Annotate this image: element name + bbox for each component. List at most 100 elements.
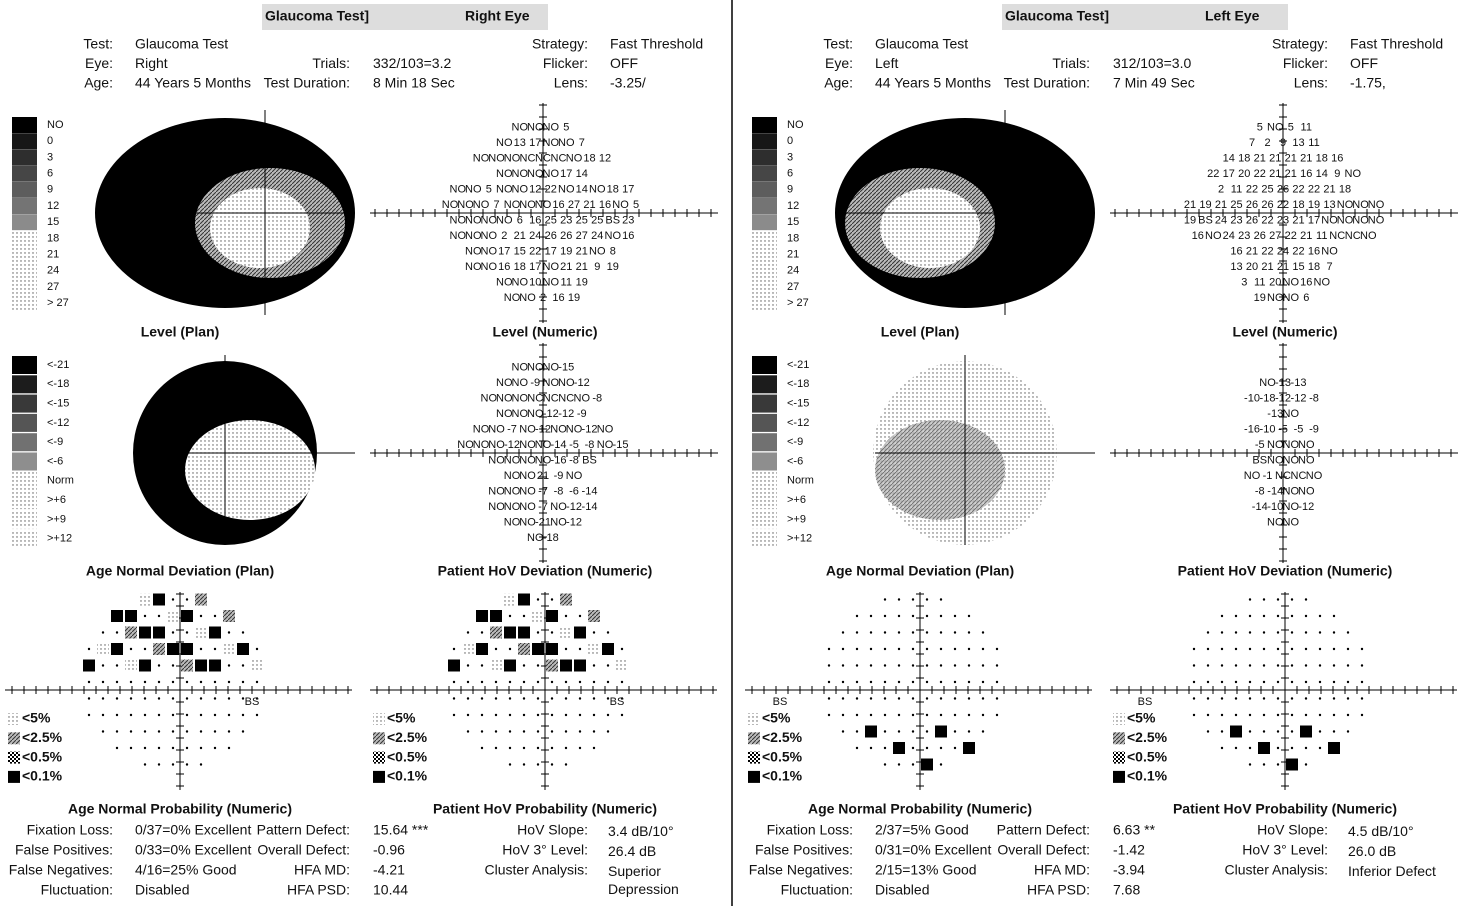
probability-dot [1276, 664, 1280, 667]
probability-dot [967, 713, 971, 717]
probability-dot [522, 614, 526, 618]
numeric-value: NO [488, 455, 505, 467]
legend-label: > 27 [47, 297, 69, 309]
probability-symbol [462, 643, 474, 655]
probability-dot [143, 614, 147, 618]
probability-dot [855, 697, 859, 700]
plot-caption: Level (Plan) [141, 324, 220, 340]
probability-symbol [1230, 725, 1242, 738]
probability-dot [606, 713, 610, 717]
probability-dot [1304, 713, 1308, 717]
legend-label: >+6 [787, 494, 806, 506]
numeric-value: 20 [1269, 277, 1281, 289]
probability-dot [911, 697, 915, 700]
probability-dot [1206, 730, 1210, 733]
probability-dot [1220, 730, 1224, 733]
probability-dot [213, 730, 217, 733]
header-box [1002, 4, 1288, 30]
probability-dot [1220, 697, 1224, 700]
numeric-value: NO [504, 455, 521, 467]
legend-label: 12 [47, 200, 59, 212]
probability-dot [925, 598, 929, 601]
numeric-value: 11 [561, 277, 572, 289]
info-label: Test: [83, 36, 113, 52]
info-label: Flicker: [1283, 55, 1328, 71]
legend-swatch [12, 149, 37, 166]
numeric-value: -12 [1275, 393, 1291, 405]
probability-symbol [935, 725, 947, 738]
probability-dot [1248, 631, 1252, 634]
probability-dot [883, 713, 887, 717]
level-plan-region [880, 188, 980, 268]
probability-dot [157, 730, 161, 733]
numeric-value: 18 [1292, 199, 1304, 211]
probability-dot [827, 647, 831, 651]
legend-swatch [8, 770, 20, 783]
numeric-value: NO [527, 168, 544, 180]
probability-dot [1248, 664, 1252, 667]
legend-label: >+9 [47, 513, 66, 525]
numeric-value: 21 [576, 261, 588, 273]
numeric-value: -8 [1255, 486, 1265, 498]
numeric-value: NO [442, 199, 459, 211]
legend-swatch [752, 198, 777, 214]
probability-dot [157, 614, 161, 618]
probability-dot [869, 697, 873, 700]
numeric-value: 6 [1303, 292, 1309, 304]
numeric-value: NC [527, 393, 543, 405]
probability-dot [592, 746, 596, 750]
numeric-value: 16 [552, 292, 564, 304]
legend-swatch [752, 262, 777, 279]
probability-symbol [518, 593, 530, 606]
numeric-value: -14 [582, 486, 598, 498]
numeric-value: NO [1345, 168, 1362, 180]
probability-dot [1318, 713, 1322, 717]
probability-dot [255, 713, 259, 717]
probability-dot [1206, 697, 1210, 700]
legend-label: <5% [1127, 710, 1156, 726]
probability-dot [953, 664, 957, 667]
probability-dot [939, 697, 943, 700]
numeric-value: 16 [599, 199, 611, 211]
probability-symbol [490, 610, 502, 622]
numeric-value: 21 [1246, 246, 1258, 258]
legend-swatch [752, 491, 777, 510]
numeric-value: 21 [1292, 215, 1304, 227]
numeric-value: 17 [545, 246, 557, 258]
numeric-value: 16 [1331, 153, 1343, 165]
probability-symbol [490, 626, 502, 639]
probability-dot [101, 664, 105, 667]
probability-symbol [560, 626, 572, 639]
numeric-value: NO [481, 230, 498, 242]
probability-dot [508, 614, 512, 618]
stat-value: -1.42 [1113, 842, 1145, 858]
legend-swatch [8, 713, 20, 725]
numeric-value: 24 [1215, 215, 1227, 227]
numeric-value: NO [543, 261, 560, 273]
legend-label: <-21 [787, 359, 809, 371]
probability-dot [564, 680, 568, 684]
report-title: Glaucoma Test] [1005, 8, 1109, 24]
legend-label: Norm [787, 475, 814, 487]
probability-symbol [153, 593, 165, 606]
probability-dot [1332, 697, 1336, 700]
legend-label: <5% [22, 710, 51, 726]
numeric-value: 20 [1246, 261, 1258, 273]
numeric-value: NC [558, 393, 574, 405]
stat-label: Pattern Defect: [997, 822, 1090, 838]
legend-swatch [8, 732, 20, 745]
numeric-value: 17 [1308, 215, 1320, 227]
info-value: -1.75, [1350, 75, 1386, 91]
probability-dot [1248, 697, 1252, 700]
probability-dot [227, 631, 231, 634]
numeric-value: -12 [535, 424, 551, 436]
probability-dot [213, 746, 217, 750]
legend-label: <-6 [787, 455, 803, 467]
probability-symbol [616, 659, 628, 672]
probability-dot [480, 697, 484, 700]
probability-dot [466, 713, 470, 717]
numeric-value: NO [519, 424, 536, 436]
numeric-value: 5 [563, 122, 569, 134]
probability-dot [1346, 647, 1350, 651]
probability-dot [1192, 647, 1196, 651]
